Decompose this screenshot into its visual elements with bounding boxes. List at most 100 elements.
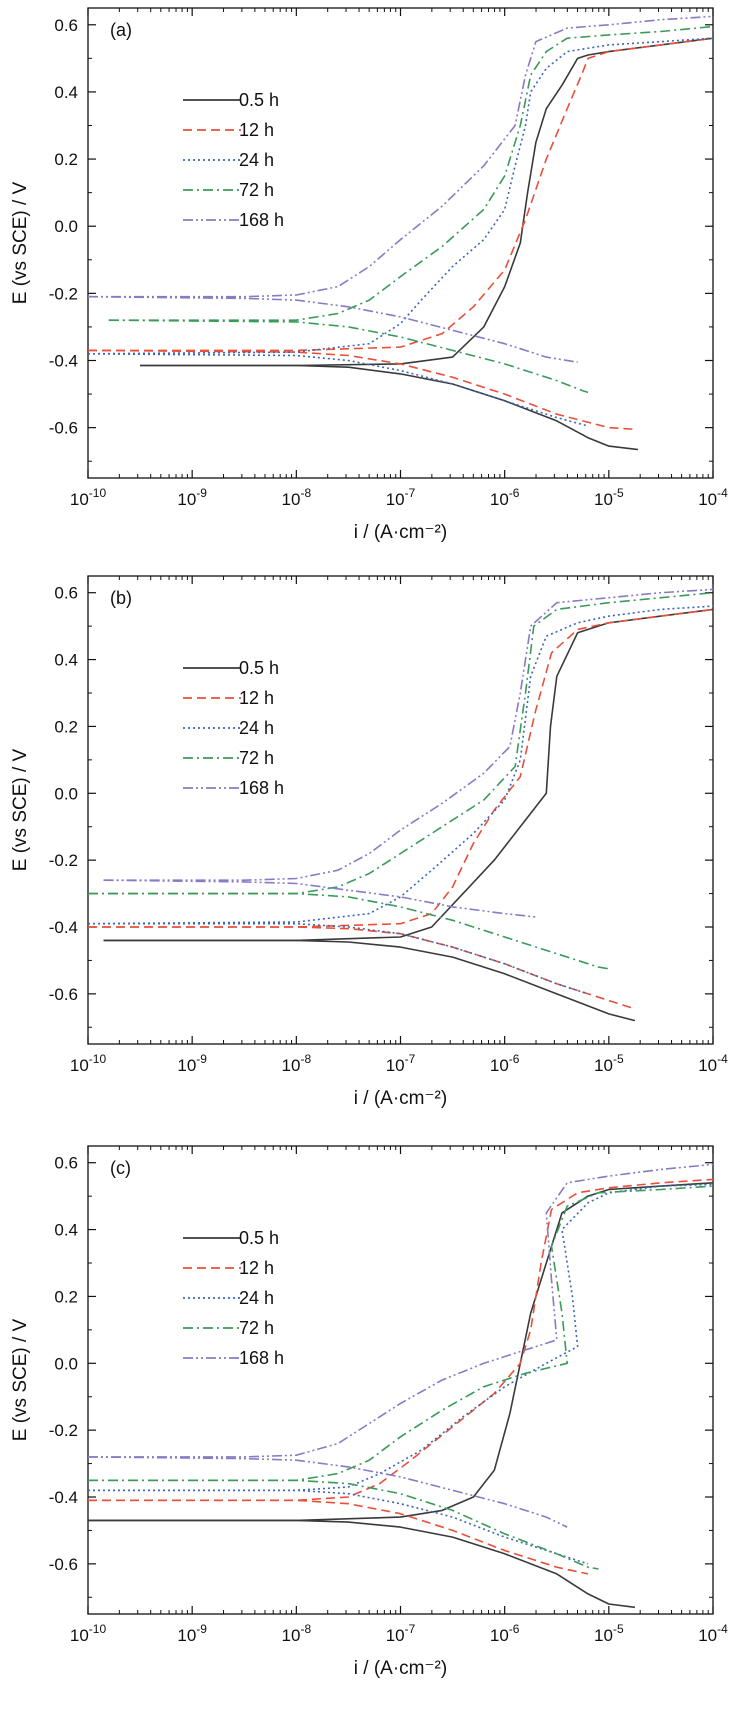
plot-frame bbox=[87, 7, 714, 479]
panel-label: (c) bbox=[110, 1158, 131, 1178]
x-tick-label: 10-10 bbox=[70, 1052, 107, 1075]
series-2 bbox=[88, 1178, 714, 1575]
series-4 bbox=[108, 25, 714, 394]
series-line-cathodic bbox=[87, 353, 589, 427]
y-tick-label: 0.2 bbox=[54, 717, 78, 736]
legend-label: 12 h bbox=[239, 120, 274, 140]
panel-label: (a) bbox=[110, 20, 132, 40]
legend-label: 12 h bbox=[239, 1258, 274, 1278]
legend-label: 0.5 h bbox=[239, 1228, 279, 1248]
chart-panel-3: 10-10 10-9 10-8 10-7 10-6 10-5 10-4 -0.6 -0.4 -0.… bbox=[10, 1145, 728, 1679]
series-line-anodic bbox=[87, 37, 714, 355]
series-line-cathodic bbox=[88, 1479, 599, 1570]
panel-label: (b) bbox=[110, 588, 132, 608]
series-2 bbox=[87, 37, 714, 431]
y-tick-label: 0.0 bbox=[54, 217, 78, 236]
series-line-anodic bbox=[88, 1183, 714, 1492]
series-line-anodic bbox=[140, 37, 714, 367]
x-tick-label: 10-10 bbox=[70, 1622, 107, 1645]
y-tick-label: 0.6 bbox=[54, 1154, 78, 1173]
series-line-anodic bbox=[108, 25, 714, 322]
x-tick-label: 10-7 bbox=[386, 486, 416, 509]
y-tick-label: -0.2 bbox=[49, 851, 78, 870]
series-line-cathodic bbox=[88, 926, 636, 1010]
y-tick-label: -0.4 bbox=[49, 1488, 78, 1507]
y-tick-label: 0.0 bbox=[54, 784, 78, 803]
x-tick-label: 10-7 bbox=[386, 1622, 416, 1645]
y-tick-label: -0.2 bbox=[49, 284, 78, 303]
series-line-anodic bbox=[88, 1182, 714, 1522]
y-tick-label: 0.0 bbox=[54, 1354, 78, 1373]
y-tick-label: -0.4 bbox=[49, 918, 78, 937]
series-3 bbox=[88, 1183, 714, 1565]
x-tick-label: 10-6 bbox=[490, 1052, 520, 1075]
series-line-cathodic bbox=[87, 295, 578, 363]
legend-label: 12 h bbox=[239, 688, 274, 708]
y-tick-label: 0.4 bbox=[54, 651, 78, 670]
y-axis-title: E (vs SCE) / V bbox=[10, 1318, 31, 1441]
legend-label: 24 h bbox=[239, 718, 274, 738]
series-line-cathodic bbox=[88, 1489, 589, 1565]
series-line-anodic bbox=[88, 1185, 714, 1482]
legend: 0.5 h 12 h 24 h 72 h 168 h bbox=[183, 1228, 284, 1368]
y-tick-label: -0.6 bbox=[49, 419, 78, 438]
legend-label: 72 h bbox=[239, 748, 274, 768]
x-tick-label: 10-7 bbox=[386, 1052, 416, 1075]
series-line-anodic bbox=[88, 591, 714, 895]
series-line-cathodic bbox=[87, 1456, 568, 1528]
plot-frame bbox=[87, 575, 714, 1045]
series-3 bbox=[87, 37, 714, 427]
x-tick-label: 10-4 bbox=[698, 1622, 728, 1645]
series-2 bbox=[88, 608, 714, 1010]
series-1 bbox=[140, 37, 714, 451]
y-tick-label: 0.4 bbox=[54, 83, 78, 102]
legend-label: 72 h bbox=[239, 180, 274, 200]
plot-frame bbox=[87, 1145, 714, 1615]
series-line-cathodic bbox=[88, 1519, 636, 1609]
series-line-anodic bbox=[88, 1178, 714, 1502]
x-axis-title: i / (A·cm⁻²) bbox=[354, 1658, 447, 1679]
legend-label: 0.5 h bbox=[239, 90, 279, 110]
y-axis-title: E (vs SCE) / V bbox=[10, 181, 31, 304]
y-tick-label: -0.2 bbox=[49, 1421, 78, 1440]
series-1 bbox=[103, 608, 714, 1022]
series-line-cathodic bbox=[103, 939, 636, 1022]
x-tick-label: 10-5 bbox=[594, 1622, 624, 1645]
series-line-anodic bbox=[87, 605, 714, 925]
x-tick-label: 10-8 bbox=[282, 486, 312, 509]
series-line-cathodic bbox=[103, 879, 536, 918]
legend-label: 24 h bbox=[239, 150, 274, 170]
series-5 bbox=[87, 15, 714, 363]
legend: 0.5 h 12 h 24 h 72 h 168 h bbox=[183, 658, 284, 798]
series-4 bbox=[88, 591, 714, 970]
legend-label: 24 h bbox=[239, 1288, 274, 1308]
series-line-anodic bbox=[88, 608, 714, 928]
y-tick-label: 0.2 bbox=[54, 150, 78, 169]
x-tick-label: 10-9 bbox=[177, 1622, 207, 1645]
y-axis-title: E (vs SCE) / V bbox=[10, 748, 31, 871]
y-tick-label: 0.6 bbox=[54, 584, 78, 603]
x-tick-label: 10-5 bbox=[594, 1052, 624, 1075]
series-5 bbox=[103, 588, 714, 918]
x-tick-label: 10-9 bbox=[177, 486, 207, 509]
y-tick-label: 0.4 bbox=[54, 1221, 78, 1240]
x-tick-label: 10-6 bbox=[490, 1622, 520, 1645]
legend-label: 0.5 h bbox=[239, 658, 279, 678]
series-line-cathodic bbox=[140, 364, 639, 451]
legend-label: 72 h bbox=[239, 1318, 274, 1338]
x-tick-label: 10-4 bbox=[698, 486, 728, 509]
series-line-cathodic bbox=[87, 349, 635, 431]
x-tick-label: 10-10 bbox=[70, 486, 107, 509]
legend-label: 168 h bbox=[239, 778, 284, 798]
x-tick-label: 10-8 bbox=[282, 1622, 312, 1645]
series-1 bbox=[88, 1182, 714, 1609]
chart-panel-1: 10-10 10-9 10-8 10-7 10-6 10-5 10-4 -0.6 -0.4 -0.… bbox=[10, 7, 728, 543]
y-tick-label: 0.6 bbox=[54, 16, 78, 35]
legend: 0.5 h 12 h 24 h 72 h 168 h bbox=[183, 90, 284, 230]
series-5 bbox=[87, 1163, 714, 1528]
series-line-cathodic bbox=[88, 922, 589, 995]
x-tick-label: 10-4 bbox=[698, 1052, 728, 1075]
series-line-anodic bbox=[88, 1163, 714, 1458]
y-tick-label: -0.4 bbox=[49, 352, 78, 371]
